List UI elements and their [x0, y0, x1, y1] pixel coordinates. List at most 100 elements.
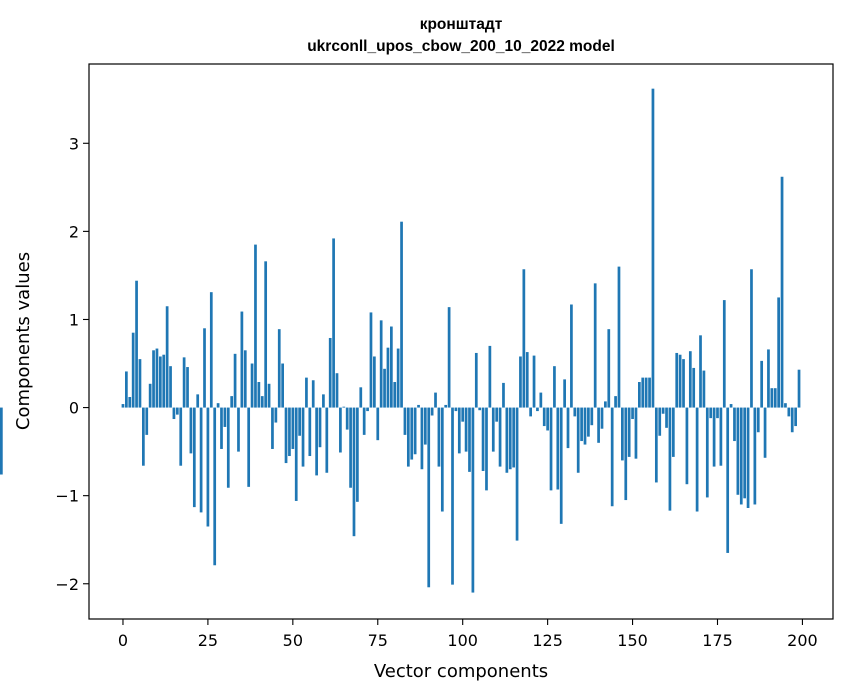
- bar-141: [600, 407, 604, 429]
- bar-46: [277, 329, 281, 408]
- bar-177: [722, 300, 726, 408]
- bar-154: [644, 377, 648, 408]
- bar-188: [760, 360, 764, 408]
- bar-63: [335, 373, 339, 408]
- bar-149: [627, 407, 631, 457]
- bar-114: [508, 407, 512, 470]
- bar-37: [247, 407, 251, 487]
- bar-115: [512, 407, 516, 468]
- bar-131: [566, 407, 570, 449]
- bar-20: [189, 407, 193, 454]
- bar-54: [305, 377, 308, 408]
- bar-96: [447, 307, 451, 408]
- bar-48: [284, 407, 288, 464]
- bar-29: [220, 407, 223, 449]
- bar-126: [549, 407, 553, 491]
- bar-93: [437, 407, 441, 467]
- bar-6: [142, 407, 145, 466]
- bar-18: [182, 357, 186, 408]
- bar-90: [427, 407, 431, 588]
- bar-13: [165, 306, 169, 408]
- bar-17: [179, 407, 183, 466]
- x-tick-label: 200: [787, 631, 818, 650]
- bar-190: [767, 349, 770, 408]
- bar-186: [753, 407, 757, 505]
- bar-182: [739, 407, 743, 505]
- bar-161: [668, 407, 672, 511]
- bar-51: [294, 407, 298, 501]
- bar-152: [638, 382, 641, 408]
- bar-5: [138, 359, 142, 408]
- bar-1: [125, 371, 128, 408]
- bar-145: [614, 396, 617, 408]
- bar-106: [481, 407, 485, 471]
- bar-136: [583, 407, 587, 445]
- bar-55: [308, 407, 312, 457]
- bar-71: [362, 407, 366, 435]
- bar-92: [434, 392, 437, 408]
- bar-192: [773, 388, 777, 408]
- bar-108: [488, 345, 492, 408]
- bar-102: [468, 407, 471, 472]
- x-tick-label: 75: [368, 631, 388, 650]
- bar-9: [152, 350, 155, 408]
- bar-107: [485, 407, 488, 491]
- bar-80: [393, 382, 397, 408]
- bar-22: [196, 394, 200, 408]
- y-axis-title: Components values: [13, 252, 34, 430]
- bar-197: [790, 407, 794, 433]
- bar-165: [682, 359, 685, 408]
- bar-10: [155, 348, 159, 408]
- bar-159: [661, 407, 665, 414]
- chart-title-line-2: ukrconll_upos_cbow_200_10_2022 model: [307, 38, 615, 55]
- bar-170: [699, 335, 702, 408]
- bar-153: [641, 377, 645, 408]
- bar-83: [403, 407, 407, 435]
- bar-193: [777, 297, 780, 408]
- bar-109: [491, 407, 495, 452]
- bar-133: [573, 407, 577, 417]
- y-tick-label: 2: [69, 222, 79, 241]
- bar-120: [529, 407, 532, 417]
- bar-101: [464, 407, 468, 452]
- bar-198: [794, 407, 797, 427]
- bar-0: [121, 404, 125, 408]
- bar-65: [342, 406, 346, 408]
- bar-49: [288, 407, 291, 457]
- bar-undefined: [0, 407, 3, 475]
- bar-105: [478, 407, 482, 411]
- bar-44: [271, 407, 274, 449]
- bar-87: [417, 404, 420, 408]
- x-tick-label: 100: [447, 631, 478, 650]
- bar-187: [756, 407, 760, 433]
- bar-31: [226, 407, 230, 488]
- bar-157: [654, 407, 658, 483]
- bar-127: [553, 366, 556, 408]
- plot-area-frame: [88, 63, 834, 620]
- bar-97: [451, 407, 454, 585]
- bar-113: [505, 407, 509, 473]
- bar-53: [301, 407, 305, 467]
- bar-26: [209, 292, 213, 408]
- bar-16: [175, 407, 179, 415]
- bar-98: [454, 407, 458, 412]
- bar-84: [406, 407, 410, 467]
- bar-129: [559, 407, 563, 524]
- bar-132: [570, 304, 573, 408]
- y-tick-label: −2: [55, 575, 79, 594]
- bar-50: [291, 407, 295, 449]
- bar-173: [709, 407, 713, 419]
- bar-91: [430, 407, 434, 416]
- x-axis-title: Vector components: [374, 661, 548, 682]
- bar-116: [515, 407, 519, 541]
- bar-140: [597, 407, 600, 443]
- bar-95: [444, 404, 448, 408]
- bar-47: [281, 363, 284, 408]
- bar-74: [373, 356, 376, 408]
- bar-40: [257, 382, 261, 408]
- bar-36: [243, 350, 247, 408]
- bar-124: [542, 407, 546, 427]
- bar-135: [580, 407, 583, 442]
- bar-104: [474, 352, 478, 408]
